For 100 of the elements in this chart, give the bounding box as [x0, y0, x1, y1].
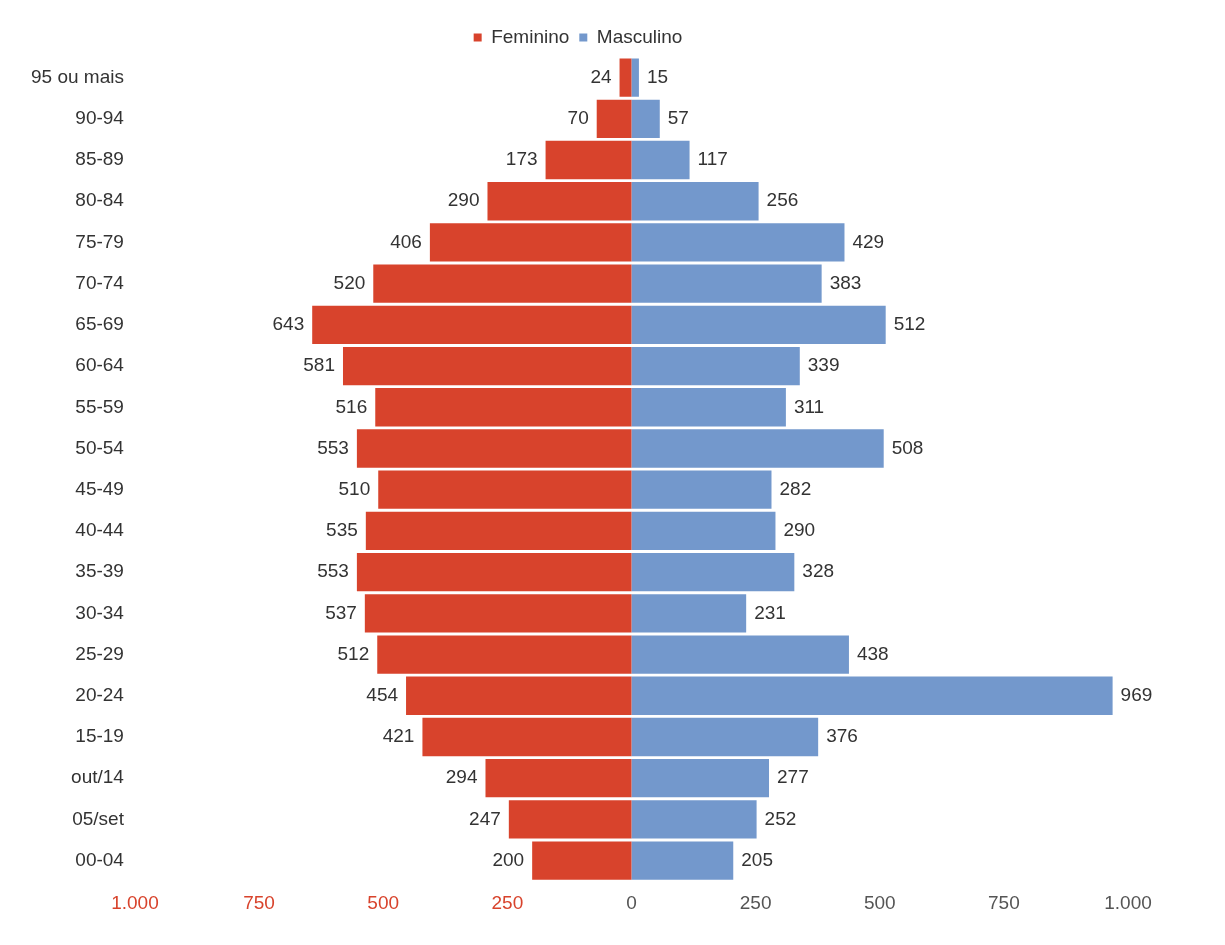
data-label: 516	[335, 395, 368, 417]
bar	[373, 264, 632, 303]
bar	[356, 429, 632, 468]
y-tick-label: 75-79	[75, 230, 124, 252]
bar	[422, 717, 632, 757]
x-tick-label: 750	[243, 891, 275, 913]
x-tick-label: 500	[863, 891, 896, 913]
data-label: 328	[802, 560, 835, 582]
data-label: 24	[590, 65, 612, 87]
y-tick-label: 60-64	[75, 354, 125, 376]
x-tick-label: 1.000	[1104, 891, 1152, 913]
bar	[631, 182, 759, 221]
bar	[342, 346, 632, 386]
x-tick-label: 250	[739, 891, 772, 913]
bar	[631, 470, 772, 509]
data-label: 117	[697, 148, 728, 170]
data-label: 252	[764, 807, 797, 829]
bar	[532, 841, 632, 880]
y-tick-label: 05/set	[72, 807, 125, 829]
bar	[631, 676, 1113, 715]
data-label: 200	[492, 848, 525, 870]
bar	[631, 429, 884, 468]
legend-label: Feminino	[491, 25, 570, 47]
data-label: 376	[826, 725, 858, 747]
data-label: 311	[793, 395, 825, 417]
data-label: 438	[856, 642, 889, 664]
data-label: 290	[783, 519, 816, 541]
data-label: 421	[382, 725, 415, 747]
bar	[631, 58, 639, 97]
y-tick-label: 65-69	[75, 313, 124, 335]
data-label: 581	[303, 354, 335, 376]
data-label: 553	[317, 436, 349, 458]
bar	[485, 759, 632, 798]
y-tick-label: 35-39	[75, 560, 124, 582]
y-tick-label: 30-34	[75, 601, 125, 623]
data-label: 383	[829, 271, 862, 293]
data-label: 294	[445, 766, 478, 788]
bar	[631, 841, 734, 880]
y-tick-label: 95 ou mais	[30, 65, 124, 87]
bar	[487, 182, 632, 221]
data-label: 520	[333, 271, 366, 293]
bar	[631, 800, 757, 839]
bar	[377, 635, 632, 674]
y-tick-label: 00-04	[75, 848, 125, 870]
data-label: 173	[505, 148, 538, 170]
data-label: 429	[852, 230, 885, 252]
bar	[631, 264, 822, 303]
y-tick-label: 50-54	[75, 436, 125, 458]
data-label: 70	[567, 107, 589, 129]
bar	[375, 388, 632, 427]
data-label: 643	[272, 313, 305, 335]
bar	[545, 140, 632, 180]
data-label: 454	[366, 683, 399, 705]
bar	[378, 470, 632, 509]
data-label: 247	[469, 807, 501, 829]
bar	[631, 635, 849, 674]
bar	[365, 511, 632, 551]
bar	[596, 99, 632, 138]
y-tick-label: 55-59	[75, 395, 124, 417]
data-label: 15	[646, 65, 669, 87]
data-label: 510	[338, 477, 371, 499]
y-tick-label: 20-24	[75, 683, 125, 705]
legend-label: Masculino	[596, 25, 683, 47]
y-tick-label: 25-29	[75, 642, 124, 664]
bar	[312, 305, 632, 345]
x-tick-label: 500	[367, 891, 400, 913]
bar	[356, 552, 632, 592]
bar	[508, 800, 632, 839]
data-label: 535	[326, 519, 358, 541]
x-tick-label: 250	[491, 891, 524, 913]
y-tick-label: 45-49	[75, 477, 124, 499]
y-tick-label: 85-89	[75, 148, 124, 170]
y-tick-label: 90-94	[75, 107, 125, 129]
data-label: 256	[766, 189, 799, 211]
data-label: 205	[741, 848, 773, 870]
bar	[631, 305, 886, 345]
bar	[631, 759, 770, 798]
bar	[631, 140, 690, 180]
data-label: 231	[754, 601, 786, 623]
data-label: 537	[325, 601, 357, 623]
bar	[631, 552, 795, 592]
x-tick-label: 0	[626, 891, 637, 913]
bar	[631, 717, 819, 757]
data-label: 277	[777, 766, 809, 788]
data-label: 512	[893, 313, 926, 335]
y-tick-label: 15-19	[75, 725, 124, 747]
x-tick-label: 1.000	[111, 891, 159, 913]
y-tick-label: 40-44	[75, 519, 125, 541]
data-label: 282	[779, 477, 812, 499]
bar	[631, 594, 747, 633]
x-tick-label: 750	[988, 891, 1020, 913]
bar	[406, 676, 632, 715]
data-label: 290	[447, 189, 480, 211]
bar	[631, 99, 660, 138]
bar	[429, 223, 632, 262]
bar	[631, 388, 786, 427]
data-label: 553	[317, 560, 349, 582]
data-label: 512	[337, 642, 370, 664]
data-label: 508	[891, 436, 924, 458]
bar	[619, 58, 632, 97]
